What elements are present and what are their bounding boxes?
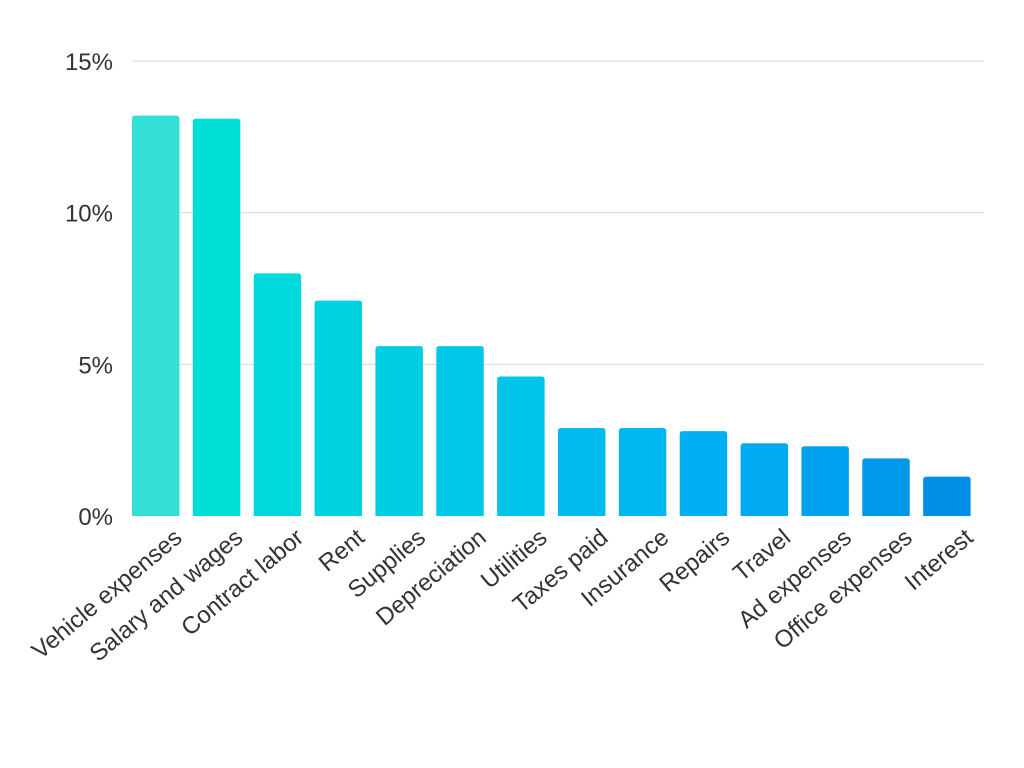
bar-office-expenses (862, 458, 910, 516)
bars (132, 115, 971, 516)
bar-interest (923, 476, 971, 516)
x-tick-label: Interest (900, 524, 979, 596)
bar-taxes-paid (558, 428, 606, 516)
y-axis-ticks: 0% 5% 10% 15% (65, 49, 113, 531)
x-tick-label: Repairs (654, 524, 735, 598)
bar-contract-labor (253, 273, 302, 516)
bar-travel (740, 443, 789, 516)
y-tick-label: 0% (78, 504, 113, 531)
bar-insurance (618, 428, 667, 516)
bar-depreciation (436, 346, 484, 516)
bar-supplies (375, 346, 423, 516)
bar-ad-expenses (801, 446, 849, 516)
bar-utilities (497, 376, 545, 516)
bar-salary-and-wages (192, 118, 241, 516)
y-tick-label: 5% (78, 352, 113, 379)
bar-vehicle-expenses (132, 115, 180, 516)
bar-rent (314, 300, 363, 516)
bar-repairs (679, 431, 728, 516)
y-tick-label: 15% (65, 49, 113, 76)
y-tick-label: 10% (65, 201, 113, 228)
